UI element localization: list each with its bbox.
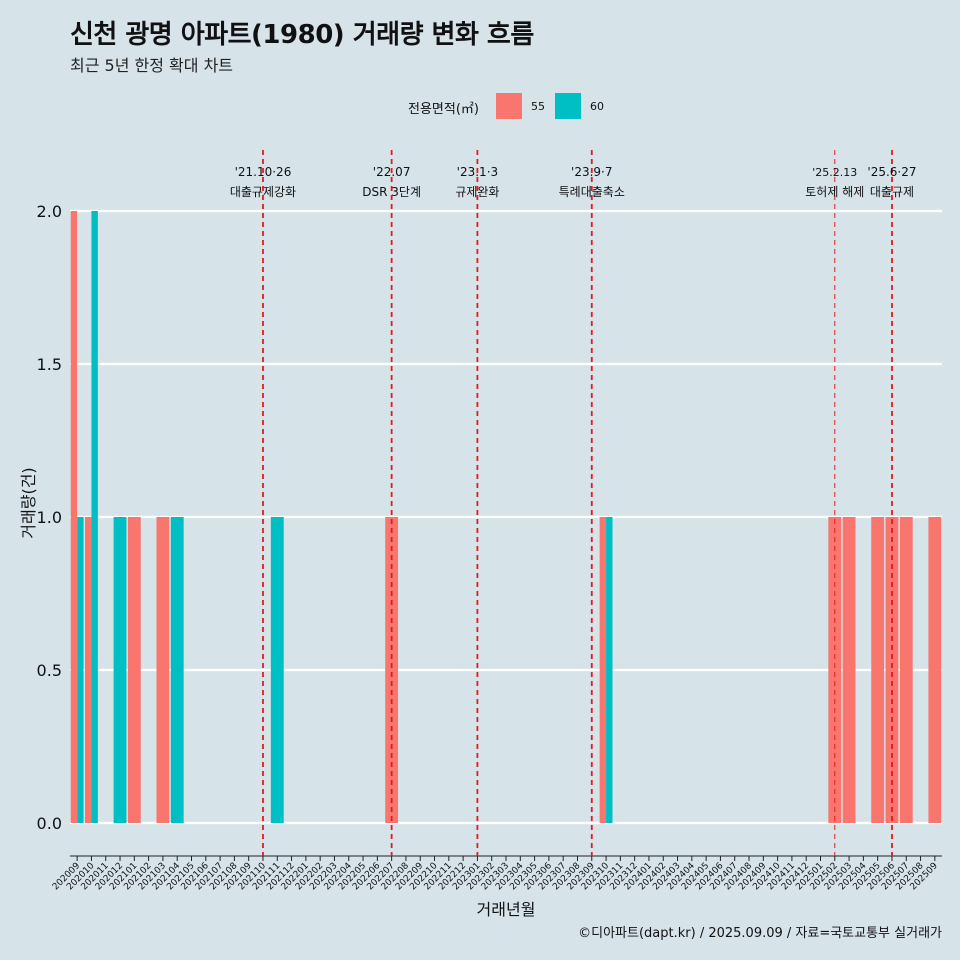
chart-title: 신천 광명 아파트(1980) 거래량 변화 흐름 [70,20,534,50]
bar-55-202010 [85,517,92,823]
bar-55-202509 [928,517,942,823]
source-caption: ©디아파트(dapt.kr) / 2025.09.09 / 자료=국토교통부 실… [578,926,942,941]
legend-label-60: 60 [590,100,604,113]
event-label: 규제완화 [455,185,499,199]
legend-key-60 [555,93,581,119]
event-date: '25.6·27 [867,165,916,179]
event-date: '25.2.13 [812,166,857,179]
event-label: 대출규제 [870,185,914,199]
y-axis-title: 거래량(건) [19,467,38,538]
bar-55-202505 [871,517,885,823]
bar-55-202310 [599,517,607,823]
legend: 전용면적(㎡) 55 60 [0,93,960,121]
event-label: 토허제 해제 [805,185,864,199]
y-tick-label: 1.5 [37,355,62,374]
bar-55-202009 [70,211,78,823]
bar-55-202101 [127,517,141,823]
event-date: '23.9·7 [571,165,612,179]
event-date: '21.10·26 [235,165,292,179]
legend-key-55 [496,93,522,119]
bar-60-202104 [170,517,184,823]
bar-60-202111 [270,517,284,823]
x-axis-title: 거래년월 [477,900,536,919]
bar-60-202012 [113,517,127,823]
y-tick-label: 0.5 [37,661,62,680]
event-date: '23.1·3 [457,165,498,179]
event-date: '22.07 [373,165,411,179]
bar-55-202506 [885,517,899,823]
bar-60-202010 [91,211,98,823]
y-tick-label: 0.0 [37,814,62,833]
y-tick-label: 1.0 [37,508,62,527]
chart-subtitle: 최근 5년 한정 확대 차트 [70,56,234,75]
bar-55-202507 [899,517,913,823]
event-label: 특례대출축소 [559,185,625,199]
bar-55-202103 [156,517,170,823]
y-tick-label: 2.0 [37,202,62,221]
bar-55-202207 [385,517,399,823]
bar-60-202009 [77,517,84,823]
legend-title: 전용면적(㎡) [408,102,479,117]
event-label: DSR 3단계 [362,185,421,199]
bar-60-202310 [606,517,613,823]
event-label: 대출규제강화 [230,185,296,199]
legend-label-55: 55 [531,100,545,113]
bar-55-202503 [842,517,856,823]
bar-55-202502 [828,517,842,823]
